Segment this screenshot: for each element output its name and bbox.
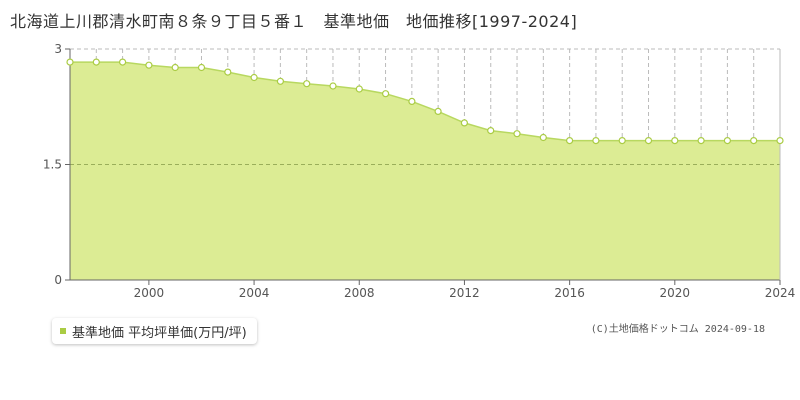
x-tick-label: 2016 [554,286,585,300]
data-point [145,61,153,69]
data-point [92,58,100,66]
chart-title: 北海道上川郡清水町南８条９丁目５番１ 基準地価 地価推移[1997-2024] [10,12,578,31]
copyright-text: (C)土地価格ドットコム 2024-09-18 [590,324,765,335]
data-point [118,58,127,66]
data-point [697,137,705,145]
data-point [434,107,442,116]
legend-label: 基準地価 平均坪単価(万円/坪) [72,325,247,341]
data-point [329,82,337,90]
legend: 基準地価 平均坪単価(万円/坪) [52,318,257,344]
series-line [70,61,780,142]
y-tick-label: 1.5 [43,158,62,172]
data-point [224,68,232,76]
x-tick-label: 2008 [344,286,375,300]
x-tick-label: 2020 [660,286,691,300]
y-tick-label: 0 [54,273,62,287]
data-point [671,137,679,145]
data-point [171,63,179,72]
data-point [513,130,521,138]
y-tick-label: 3 [54,42,62,56]
data-point [66,58,74,66]
data-point [382,90,390,98]
data-point [644,137,653,145]
data-point [408,97,416,106]
data-point [776,137,784,145]
x-tick-label: 2000 [134,286,165,300]
data-point [460,119,468,127]
data-point [197,63,206,72]
data-point [565,137,574,145]
data-point [618,137,626,145]
data-point [303,80,311,88]
x-tick-label: 2004 [239,286,270,300]
data-point [539,133,547,142]
data-point [250,73,258,82]
data-point [750,137,758,145]
legend-square-icon [60,328,66,334]
x-tick-label: 2024 [765,286,796,300]
data-point [592,137,600,145]
data-point [276,77,284,85]
data-point [487,127,495,135]
x-tick-label: 2012 [449,286,480,300]
area-fill [70,62,780,280]
data-point [355,85,363,93]
data-point [723,137,732,145]
